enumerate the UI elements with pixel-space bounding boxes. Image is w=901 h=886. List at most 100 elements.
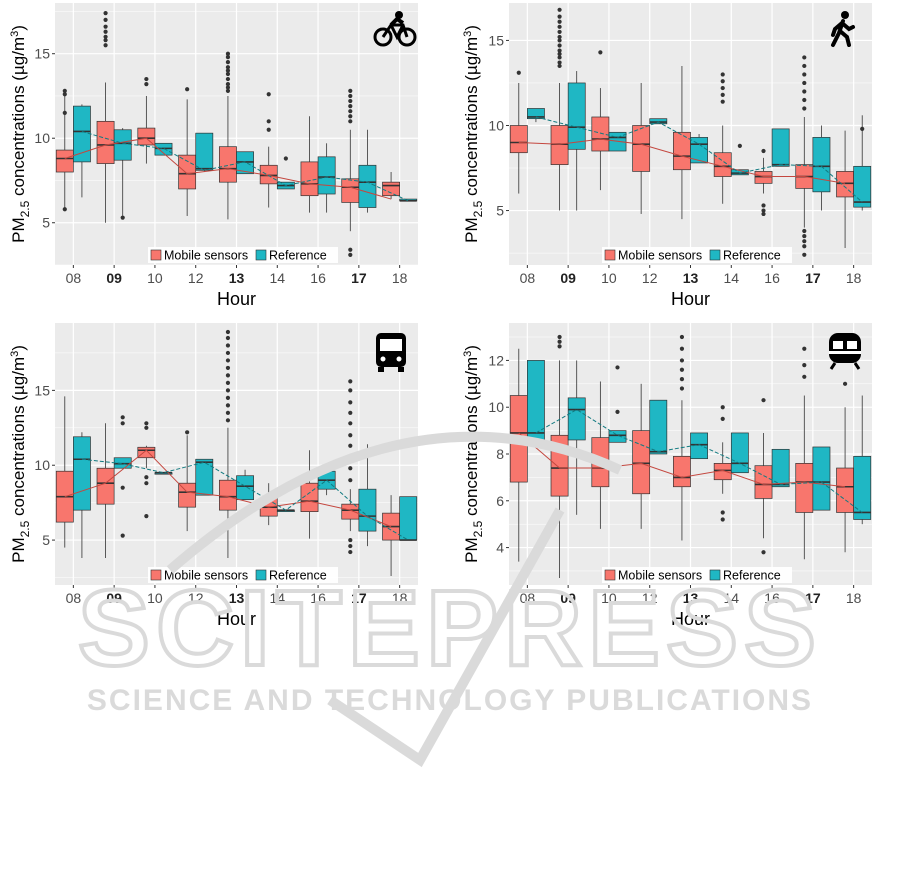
outlier-point	[348, 104, 353, 109]
outlier-point	[225, 335, 231, 341]
y-axis-title-subscript: 2.5	[471, 520, 485, 537]
box-body	[178, 482, 197, 508]
outlier-point	[62, 207, 67, 212]
y-tick-label: 10	[34, 457, 50, 473]
box-reference	[853, 395, 872, 525]
legend-key-mobile	[604, 249, 616, 261]
box-body	[96, 120, 115, 164]
x-tick-label: 12	[642, 270, 658, 286]
bicycle-wheel	[397, 27, 417, 47]
outlier-point	[348, 537, 353, 543]
outlier-point	[348, 98, 353, 104]
box-reference	[195, 132, 214, 173]
outlier-point	[679, 334, 685, 340]
x-tick-label: 18	[846, 270, 862, 286]
box-body	[399, 496, 418, 541]
outlier-point	[348, 433, 353, 438]
legend-key-mobile	[604, 569, 616, 581]
legend-label-mobile: Mobile sensors	[618, 249, 702, 263]
trend-line-reference	[81, 130, 409, 202]
outlier-point	[225, 365, 231, 371]
y-axis-title-superscript: 3	[9, 351, 21, 357]
box-body	[236, 151, 254, 175]
outlier-point	[720, 92, 725, 97]
x-tick-label: 09	[560, 270, 576, 286]
outlier-point	[225, 68, 231, 73]
box-body	[358, 164, 377, 208]
outlier-point	[225, 71, 231, 77]
trend-line-mobile	[518, 138, 846, 184]
outlier-point	[842, 381, 848, 386]
x-tick-label: 16	[764, 590, 780, 606]
outlier-point	[557, 24, 562, 29]
bus-wheel	[398, 367, 404, 372]
x-tick-label: 13	[683, 270, 699, 286]
box-body	[649, 118, 668, 125]
x-tick-label: 08	[520, 270, 536, 286]
box-body	[509, 395, 528, 483]
legend-label-mobile: Mobile sensors	[164, 569, 248, 583]
legend: Mobile sensors Reference	[148, 567, 338, 583]
bus-wheel	[378, 367, 384, 372]
outlier-point	[761, 211, 766, 217]
box-reference	[771, 128, 790, 167]
outlier-point	[802, 239, 807, 244]
box-reference	[567, 71, 586, 211]
outlier-point	[225, 410, 231, 415]
outlier-point	[348, 109, 353, 114]
outlier-point	[120, 485, 125, 490]
outlier-point	[557, 38, 562, 43]
bicycle-frame	[381, 23, 409, 41]
outlier-point	[615, 365, 620, 370]
outlier-point	[348, 543, 353, 549]
train-window	[833, 341, 843, 349]
box-reference	[730, 432, 749, 474]
outlier-point	[802, 233, 807, 239]
outlier-point	[802, 55, 807, 60]
outlier-point	[103, 43, 108, 48]
outlier-point	[348, 455, 353, 460]
outlier-point	[557, 7, 562, 12]
chart-panel: 5 10 15 08 09 10 12 13 14 16 17 18 Hour PM2.5 concent…	[462, 3, 872, 309]
box-body	[73, 436, 91, 511]
y-axis-title-text: concentrations (µg/m	[462, 37, 481, 201]
box-mobile	[382, 172, 400, 200]
outlier-point	[266, 92, 271, 97]
outlier-point	[225, 418, 231, 423]
box-mobile	[96, 11, 115, 223]
box-body	[836, 467, 854, 513]
x-tick-label: 09	[106, 590, 122, 606]
outlier-point	[802, 97, 807, 103]
outlier-point	[103, 24, 108, 29]
box-body	[300, 161, 319, 197]
trend-line-reference	[535, 116, 863, 203]
rider-body	[389, 16, 405, 27]
x-tick-label: 10	[601, 590, 617, 606]
box-reference	[195, 458, 214, 496]
outlier-point	[348, 478, 353, 483]
box-reference	[399, 496, 418, 541]
outlier-point	[679, 377, 685, 382]
box-body	[527, 360, 545, 445]
outlier-point	[225, 329, 231, 335]
outlier-point	[225, 76, 231, 82]
box-body	[137, 446, 156, 459]
outlier-point	[103, 17, 108, 23]
walker-head	[841, 11, 849, 19]
outlier-point	[283, 156, 288, 161]
y-axis-title-main: PM	[462, 217, 481, 243]
outlier-point	[761, 203, 766, 208]
legend-label-reference: Reference	[723, 569, 781, 583]
outlier-point	[679, 358, 685, 363]
legend: Mobile sensors Reference	[602, 247, 792, 263]
box-mobile	[96, 423, 115, 559]
x-tick-label: 18	[392, 590, 408, 606]
y-axis-title-main: PM	[462, 537, 481, 563]
box-mobile	[300, 116, 319, 213]
x-axis-title: Hour	[671, 289, 710, 309]
y-axis-title: PM2.5 concentrations (µg/m3)	[9, 345, 32, 563]
outlier-point	[720, 85, 725, 91]
box-mobile	[632, 82, 651, 214]
box-body	[550, 125, 569, 165]
box-mobile	[137, 76, 156, 164]
